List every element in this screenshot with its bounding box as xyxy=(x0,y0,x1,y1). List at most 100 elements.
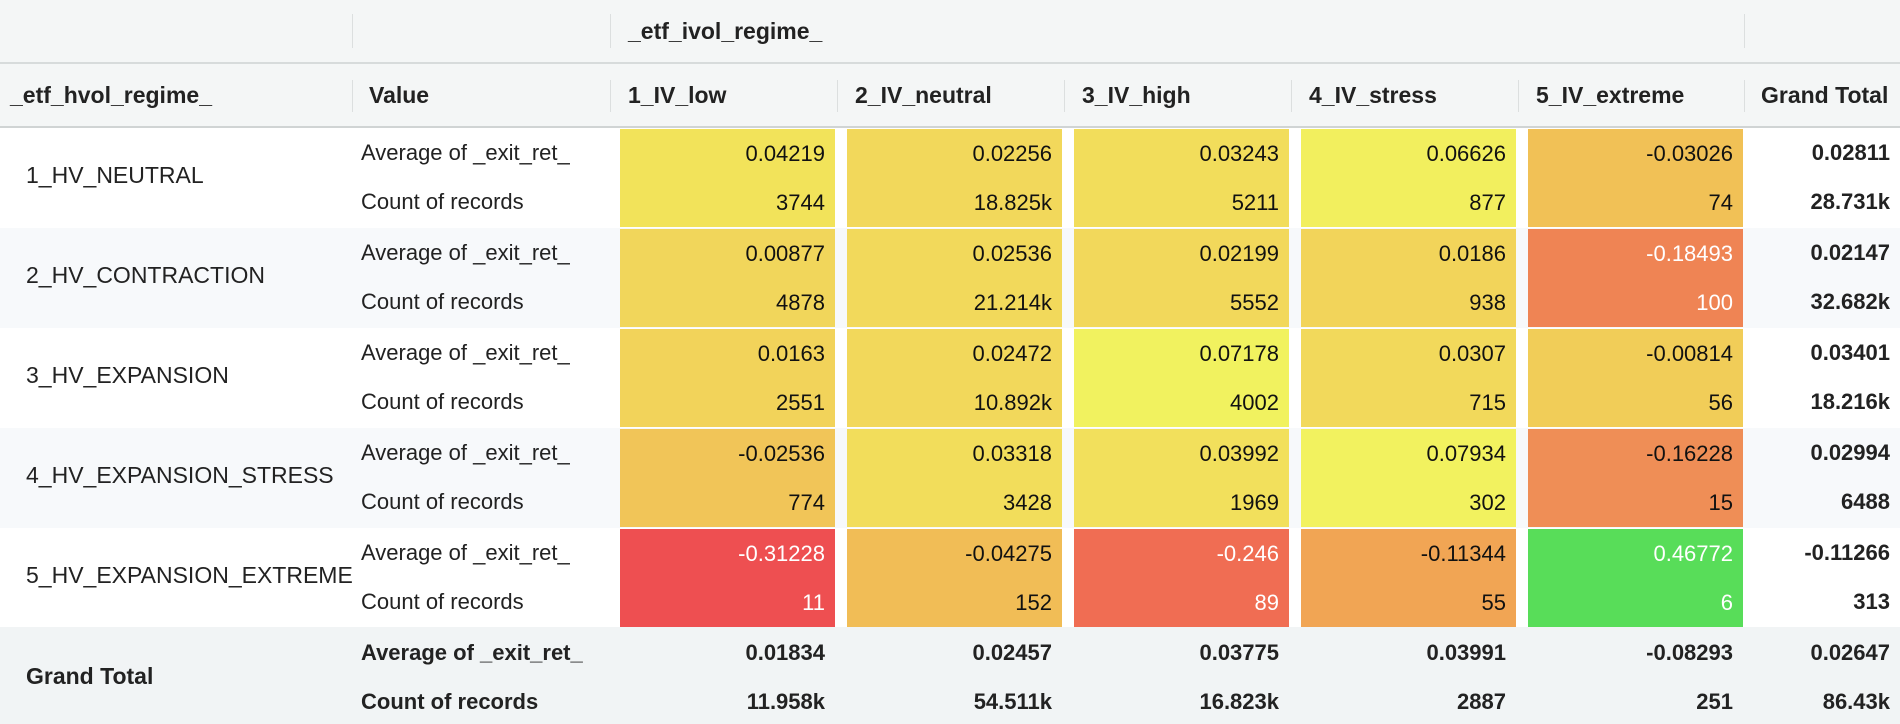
heatmap-cell[interactable]: 5552 xyxy=(1074,278,1289,327)
grand-total-cell: 0.02994 xyxy=(1810,440,1890,465)
column-header-iv-extreme[interactable]: 5_IV_extreme xyxy=(1536,82,1685,108)
cell-value: 0.03318 xyxy=(972,441,1052,466)
heatmap-cell[interactable]: 0.0163 xyxy=(620,329,835,378)
cell-value: 5552 xyxy=(1230,290,1279,315)
heatmap-cell[interactable]: 152 xyxy=(847,578,1062,627)
heatmap-cell[interactable]: 0.02472 xyxy=(847,329,1062,378)
heatmap-cell[interactable]: 56 xyxy=(1528,378,1743,427)
heatmap-cell[interactable]: -0.04275 xyxy=(847,529,1062,578)
cell-value: 715 xyxy=(1469,390,1506,415)
grand-total-value: 2887 xyxy=(1457,689,1506,714)
cell-value: 2551 xyxy=(776,390,825,415)
heatmap-cell[interactable]: 11 xyxy=(620,578,835,627)
cell-value: 89 xyxy=(1254,590,1279,615)
heatmap-cell[interactable]: 0.46772 xyxy=(1528,529,1743,578)
cell-value: 5211 xyxy=(1231,190,1279,215)
heatmap-cell[interactable]: 3428 xyxy=(847,478,1062,527)
heatmap-cell[interactable]: 0.00877 xyxy=(620,229,835,278)
grand-total-cell: 6488 xyxy=(1841,489,1890,514)
heatmap-cell[interactable]: 0.02199 xyxy=(1074,229,1289,278)
grand-total-value: 0.02457 xyxy=(972,640,1052,665)
heatmap-cell[interactable]: 100 xyxy=(1528,278,1743,327)
heatmap-cell[interactable]: 6 xyxy=(1528,578,1743,627)
heatmap-cell[interactable]: 3744 xyxy=(620,178,835,227)
measure-label: Average of _exit_ret_ xyxy=(361,640,583,665)
heatmap-cell[interactable]: 0.0186 xyxy=(1301,229,1516,278)
cell-value: -0.00814 xyxy=(1646,341,1733,366)
row-header[interactable]: 3_HV_EXPANSION xyxy=(26,362,229,388)
grand-total-row-label: Grand Total xyxy=(26,663,154,689)
cell-value: 0.46772 xyxy=(1653,541,1733,566)
heatmap-cell[interactable]: -0.31228 xyxy=(620,529,835,578)
row-field-label[interactable]: _etf_hvol_regime_ xyxy=(10,82,212,108)
heatmap-cell[interactable]: -0.03026 xyxy=(1528,129,1743,178)
heatmap-cell[interactable]: 0.03992 xyxy=(1074,429,1289,478)
heatmap-cell[interactable]: 74 xyxy=(1528,178,1743,227)
cell-value: 0.03243 xyxy=(1199,141,1279,166)
column-header-row xyxy=(0,64,1900,128)
heatmap-cell[interactable]: 938 xyxy=(1301,278,1516,327)
column-field-header-row xyxy=(0,0,1900,64)
heatmap-cell[interactable]: 4878 xyxy=(620,278,835,327)
heatmap-cell[interactable]: 0.03243 xyxy=(1074,129,1289,178)
heatmap-cell[interactable]: -0.11344 xyxy=(1301,529,1516,578)
cell-value: 0.0186 xyxy=(1438,241,1506,266)
heatmap-cell[interactable]: -0.02536 xyxy=(620,429,835,478)
heatmap-cell[interactable]: 0.04219 xyxy=(620,129,835,178)
heatmap-cell[interactable]: 10.892k xyxy=(847,378,1062,427)
heatmap-cell[interactable]: 15 xyxy=(1528,478,1743,527)
cell-value: 3744 xyxy=(776,190,825,215)
heatmap-cell[interactable]: 89 xyxy=(1074,578,1289,627)
heatmap-cell[interactable]: 302 xyxy=(1301,478,1516,527)
measure-label: Count of records xyxy=(361,189,524,214)
cell-value: -0.16228 xyxy=(1646,441,1733,466)
column-field-label[interactable]: _etf_ivol_regime_ xyxy=(628,18,823,44)
heatmap-cell[interactable]: 18.825k xyxy=(847,178,1062,227)
grand-total-value: 0.01834 xyxy=(745,640,825,665)
row-header[interactable]: 1_HV_NEUTRAL xyxy=(26,162,204,188)
grand-total-value: 251 xyxy=(1696,689,1733,714)
heatmap-cell[interactable]: 0.06626 xyxy=(1301,129,1516,178)
cell-value: -0.246 xyxy=(1216,541,1279,566)
grand-total-header[interactable]: Grand Total xyxy=(1761,82,1889,108)
heatmap-cell[interactable]: 1969 xyxy=(1074,478,1289,527)
grand-total-overall: 86.43k xyxy=(1822,689,1890,714)
heatmap-cell[interactable]: -0.18493 xyxy=(1528,229,1743,278)
row-header[interactable]: 5_HV_EXPANSION_EXTREME xyxy=(26,562,353,588)
cell-value: 3428 xyxy=(1003,490,1052,515)
heatmap-cell[interactable]: 55 xyxy=(1301,578,1516,627)
heatmap-cell[interactable]: 0.03318 xyxy=(847,429,1062,478)
grand-total-value: 0.03991 xyxy=(1426,640,1506,665)
heatmap-cell[interactable]: 0.0307 xyxy=(1301,329,1516,378)
heatmap-cell[interactable]: 21.214k xyxy=(847,278,1062,327)
cell-value: -0.18493 xyxy=(1646,241,1733,266)
heatmap-cell[interactable]: 2551 xyxy=(620,378,835,427)
cell-value: 4002 xyxy=(1230,390,1279,415)
heatmap-cell[interactable]: 0.07934 xyxy=(1301,429,1516,478)
cell-value: 6 xyxy=(1720,590,1733,615)
heatmap-cell[interactable]: -0.00814 xyxy=(1528,329,1743,378)
heatmap-cell[interactable]: 877 xyxy=(1301,178,1516,227)
grand-total-cell: 0.02811 xyxy=(1811,140,1890,165)
heatmap-cell[interactable]: 0.07178 xyxy=(1074,329,1289,378)
heatmap-cell[interactable]: 0.02536 xyxy=(847,229,1062,278)
heatmap-cell[interactable]: -0.16228 xyxy=(1528,429,1743,478)
value-header[interactable]: Value xyxy=(369,82,430,108)
column-header-iv-high[interactable]: 3_IV_high xyxy=(1082,82,1191,108)
heatmap-cell[interactable]: 4002 xyxy=(1074,378,1289,427)
header-divider xyxy=(1518,80,1519,112)
header-divider xyxy=(1744,80,1745,112)
heatmap-cell[interactable]: 0.02256 xyxy=(847,129,1062,178)
heatmap-cell[interactable]: 715 xyxy=(1301,378,1516,427)
row-header[interactable]: 4_HV_EXPANSION_STRESS xyxy=(26,462,334,488)
column-header-iv-neutral[interactable]: 2_IV_neutral xyxy=(855,82,992,108)
row-header[interactable]: 2_HV_CONTRACTION xyxy=(26,262,265,288)
heatmap-cell[interactable]: 774 xyxy=(620,478,835,527)
cell-value: 0.02536 xyxy=(972,241,1052,266)
heatmap-cell[interactable]: 5211 xyxy=(1074,178,1289,227)
column-header-iv-low[interactable]: 1_IV_low xyxy=(628,82,727,108)
heatmap-cell[interactable]: -0.246 xyxy=(1074,529,1289,578)
cell-value: 0.02256 xyxy=(972,141,1052,166)
column-header-iv-stress[interactable]: 4_IV_stress xyxy=(1309,82,1437,108)
